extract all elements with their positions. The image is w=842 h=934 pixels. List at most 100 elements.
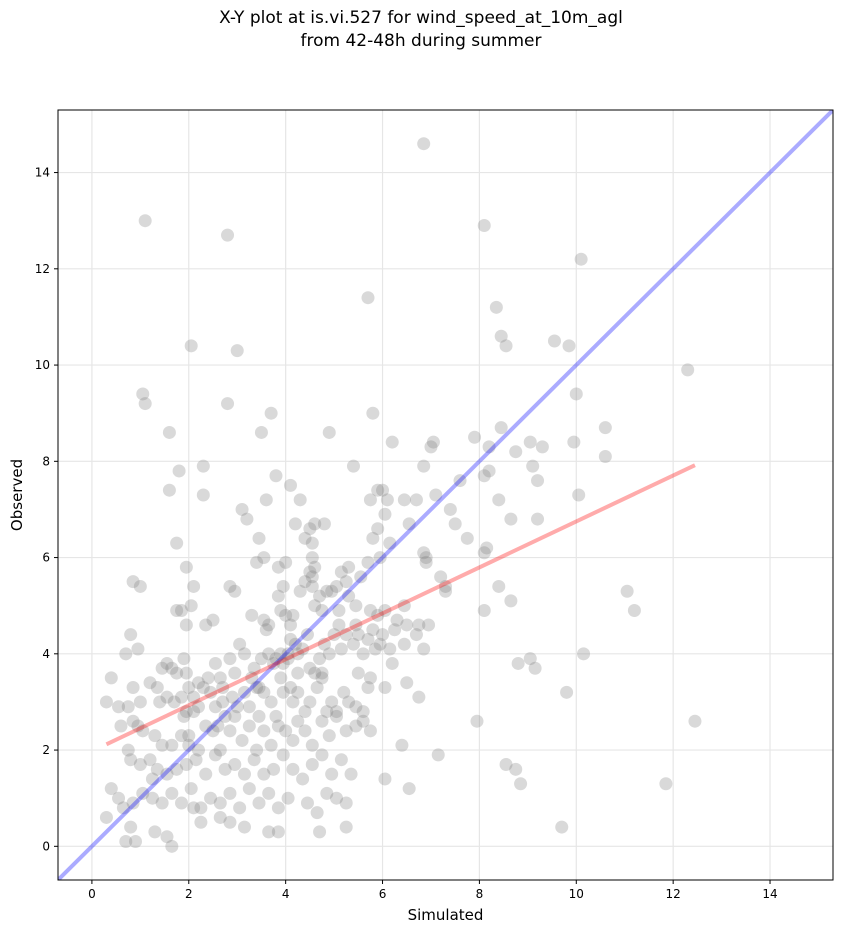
data-point: [284, 632, 297, 646]
y-tick-label: 14: [35, 166, 50, 180]
data-point: [627, 604, 641, 617]
data-point: [208, 656, 222, 670]
data-point: [254, 425, 268, 439]
y-tick-label: 10: [35, 358, 50, 372]
data-point: [99, 810, 113, 824]
data-point: [237, 767, 251, 781]
data-point: [191, 700, 205, 714]
data-point: [271, 801, 285, 815]
data-point: [225, 690, 239, 704]
x-tick-label: 2: [185, 887, 193, 901]
data-point: [371, 608, 385, 622]
data-point: [349, 599, 363, 613]
data-point: [177, 652, 191, 666]
data-point: [305, 551, 319, 565]
data-point: [439, 579, 452, 593]
data-point: [385, 435, 399, 449]
data-point: [313, 589, 327, 603]
data-point: [361, 681, 375, 694]
data-point: [182, 681, 196, 694]
data-point: [395, 738, 409, 752]
data-point: [286, 608, 300, 622]
data-point: [373, 551, 387, 565]
data-point: [419, 555, 433, 569]
data-point: [223, 786, 237, 800]
data-point: [300, 796, 314, 810]
data-point: [221, 228, 235, 242]
data-point: [356, 714, 370, 728]
data-point: [213, 671, 227, 685]
data-point: [233, 801, 247, 815]
data-point: [124, 628, 138, 642]
x-tick-label: 14: [762, 887, 777, 901]
data-point: [499, 758, 513, 771]
data-point: [230, 700, 244, 714]
data-point: [264, 738, 278, 752]
data-point: [160, 690, 174, 704]
data-point: [332, 604, 346, 617]
data-point: [361, 632, 375, 646]
data-point: [310, 681, 324, 694]
data-point: [129, 835, 142, 848]
data-point: [308, 560, 322, 574]
data-point: [211, 719, 225, 733]
data-point: [361, 555, 375, 569]
data-point: [237, 685, 251, 699]
data-point: [199, 618, 213, 632]
data-point: [339, 724, 353, 738]
data-point: [136, 387, 150, 401]
data-point: [235, 733, 249, 747]
y-axis-label: Observed: [8, 459, 26, 531]
data-point: [257, 767, 271, 781]
data-point: [284, 618, 297, 632]
data-point: [332, 618, 346, 632]
data-point: [279, 724, 293, 738]
data-point: [279, 608, 293, 622]
data-point: [305, 536, 319, 550]
data-point: [213, 810, 227, 824]
data-point: [409, 628, 423, 642]
data-point: [269, 469, 283, 483]
data-point: [325, 767, 339, 781]
data-point: [150, 681, 164, 694]
data-point: [131, 642, 145, 656]
data-point: [482, 440, 496, 454]
data-point: [179, 705, 193, 719]
data-point: [305, 758, 319, 771]
data-point: [523, 435, 537, 449]
data-point: [349, 700, 363, 714]
data-point: [165, 738, 179, 752]
data-point: [390, 613, 404, 627]
data-point: [305, 570, 319, 584]
data-point: [361, 291, 375, 305]
data-point: [494, 329, 508, 343]
data-point: [196, 488, 210, 502]
data-point: [264, 695, 278, 709]
data-point: [179, 560, 193, 574]
y-tick-label: 8: [42, 454, 50, 468]
data-point: [511, 656, 525, 670]
data-point: [196, 459, 210, 473]
data-point: [187, 579, 201, 593]
data-point: [293, 584, 307, 598]
data-point: [112, 700, 126, 714]
data-point: [267, 762, 281, 776]
data-point: [269, 709, 283, 723]
data-point: [264, 406, 278, 420]
data-point: [194, 801, 208, 815]
data-point: [170, 762, 184, 776]
data-point: [397, 637, 411, 651]
data-point: [223, 579, 237, 593]
data-point: [230, 344, 244, 358]
data-point: [385, 656, 399, 670]
data-point: [133, 579, 147, 593]
data-point: [351, 666, 365, 680]
data-point: [208, 748, 222, 762]
data-point: [145, 791, 159, 805]
data-point: [252, 681, 266, 694]
data-point: [535, 440, 549, 454]
data-point: [196, 681, 210, 694]
data-point: [443, 502, 457, 516]
